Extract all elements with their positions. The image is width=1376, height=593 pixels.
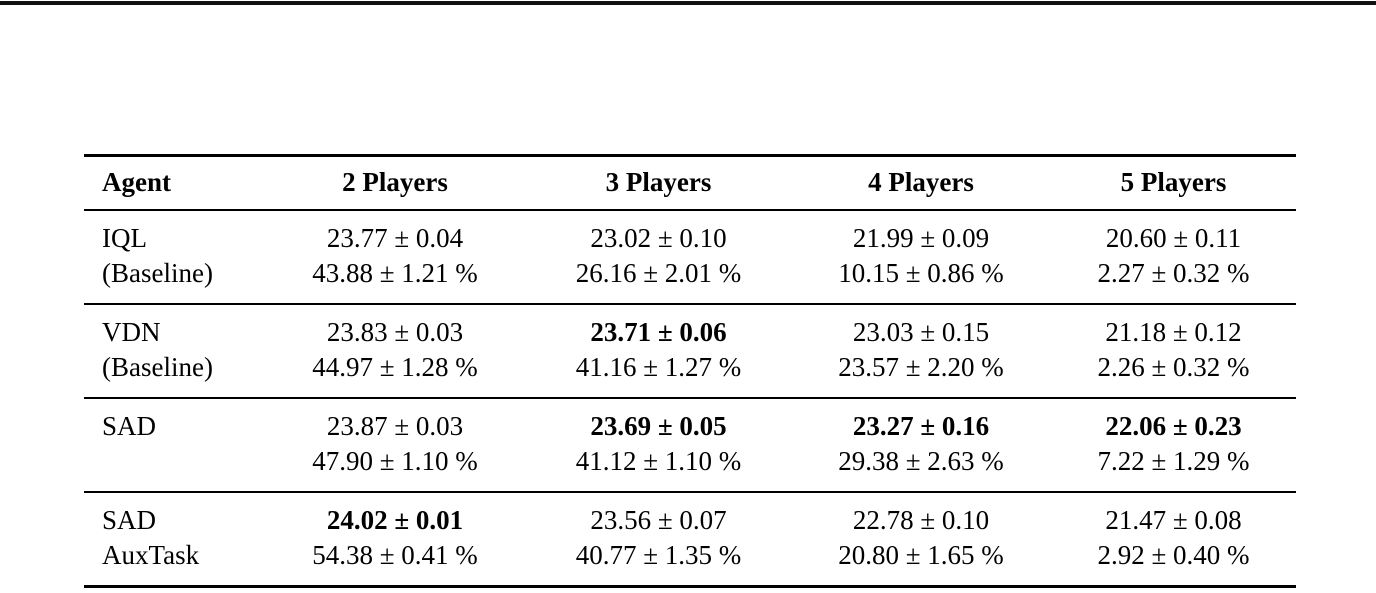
score-value: 20.60 ± 0.11 — [1105, 223, 1242, 253]
table-cell: 24.02 ± 0.01 54.38 ± 0.41 % — [264, 492, 526, 587]
score-value: 23.83 ± 0.03 — [326, 317, 464, 347]
score-value: 23.69 ± 0.05 — [590, 411, 727, 441]
agent-subtitle: (Baseline) — [102, 352, 213, 382]
percent-value: 47.90 ± 1.10 % — [312, 446, 478, 476]
agent-name: VDN — [102, 317, 161, 347]
table-cell: 23.27 ± 0.16 29.38 ± 2.63 % — [791, 398, 1051, 492]
agent-name: IQL — [102, 223, 147, 253]
column-header-5-players: 5 Players — [1120, 167, 1227, 197]
table-row-sad-auxtask: SAD AuxTask 24.02 ± 0.01 54.38 ± 0.41 % … — [84, 492, 1296, 587]
column-header-agent: Agent — [102, 167, 171, 197]
score-value: 24.02 ± 0.01 — [326, 505, 464, 535]
table-cell: 21.18 ± 0.12 2.26 ± 0.32 % — [1051, 304, 1296, 398]
percent-value: 10.15 ± 0.86 % — [838, 258, 1004, 288]
score-value: 23.02 ± 0.10 — [590, 223, 727, 253]
agent-subtitle: AuxTask — [102, 540, 200, 570]
score-value: 23.77 ± 0.04 — [326, 223, 464, 253]
percent-value: 54.38 ± 0.41 % — [312, 540, 478, 570]
table-cell: 21.47 ± 0.08 2.92 ± 0.40 % — [1051, 492, 1296, 587]
agent-subtitle: (Baseline) — [102, 258, 213, 288]
percent-value: 2.26 ± 0.32 % — [1097, 352, 1250, 382]
percent-value: 23.57 ± 2.20 % — [838, 352, 1004, 382]
percent-value: 41.16 ± 1.27 % — [575, 352, 742, 382]
score-value: 22.06 ± 0.23 — [1105, 411, 1242, 441]
table-cell: 23.03 ± 0.15 23.57 ± 2.20 % — [791, 304, 1051, 398]
score-value: 21.18 ± 0.12 — [1105, 317, 1242, 347]
table-cell: 23.83 ± 0.03 44.97 ± 1.28 % — [264, 304, 526, 398]
table-cell: 23.02 ± 0.10 26.16 ± 2.01 % — [526, 210, 791, 304]
score-value: 21.47 ± 0.08 — [1105, 505, 1242, 535]
percent-value: 44.97 ± 1.28 % — [312, 352, 478, 382]
table-cell: 21.99 ± 0.09 10.15 ± 0.86 % — [791, 210, 1051, 304]
percent-value: 2.27 ± 0.32 % — [1097, 258, 1250, 288]
table-cell: 23.71 ± 0.06 41.16 ± 1.27 % — [526, 304, 791, 398]
agent-cell: SAD — [84, 398, 264, 492]
score-value: 23.71 ± 0.06 — [590, 317, 727, 347]
table-cell: 23.77 ± 0.04 43.88 ± 1.21 % — [264, 210, 526, 304]
table-row-iql: IQL (Baseline) 23.77 ± 0.04 43.88 ± 1.21… — [84, 210, 1296, 304]
header-row: Agent 2 Players 3 Players 4 Players 5 Pl… — [84, 156, 1296, 210]
page-top-rule — [0, 1, 1376, 5]
percent-value: 20.80 ± 1.65 % — [838, 540, 1004, 570]
column-header-3-players: 3 Players — [605, 167, 712, 197]
table-cell: 22.78 ± 0.10 20.80 ± 1.65 % — [791, 492, 1051, 587]
percent-value: 40.77 ± 1.35 % — [575, 540, 742, 570]
percent-value: 26.16 ± 2.01 % — [575, 258, 742, 288]
percent-value: 43.88 ± 1.21 % — [312, 258, 478, 288]
table-cell: 20.60 ± 0.11 2.27 ± 0.32 % — [1051, 210, 1296, 304]
percent-value: 41.12 ± 1.10 % — [575, 446, 742, 476]
agent-cell: IQL (Baseline) — [84, 210, 264, 304]
agent-name: SAD — [102, 411, 157, 441]
agent-cell: VDN (Baseline) — [84, 304, 264, 398]
percent-value: 2.92 ± 0.40 % — [1097, 540, 1250, 570]
score-value: 23.87 ± 0.03 — [326, 411, 464, 441]
table-cell: 22.06 ± 0.23 7.22 ± 1.29 % — [1051, 398, 1296, 492]
score-value: 22.78 ± 0.10 — [852, 505, 990, 535]
score-value: 21.99 ± 0.09 — [852, 223, 990, 253]
column-header-2-players: 2 Players — [342, 167, 448, 197]
percent-value: 29.38 ± 2.63 % — [838, 446, 1004, 476]
table-cell: 23.87 ± 0.03 47.90 ± 1.10 % — [264, 398, 526, 492]
table-cell: 23.69 ± 0.05 41.12 ± 1.10 % — [526, 398, 791, 492]
table-row-vdn: VDN (Baseline) 23.83 ± 0.03 44.97 ± 1.28… — [84, 304, 1296, 398]
score-value: 23.27 ± 0.16 — [852, 411, 990, 441]
score-value: 23.03 ± 0.15 — [852, 317, 990, 347]
table-cell: 23.56 ± 0.07 40.77 ± 1.35 % — [526, 492, 791, 587]
table-row-sad: SAD 23.87 ± 0.03 47.90 ± 1.10 % 23.69 ± … — [84, 398, 1296, 492]
agent-name: SAD — [102, 505, 157, 535]
score-value: 23.56 ± 0.07 — [590, 505, 727, 535]
results-table: Agent 2 Players 3 Players 4 Players 5 Pl… — [84, 154, 1296, 588]
percent-value: 7.22 ± 1.29 % — [1097, 446, 1250, 476]
agent-cell: SAD AuxTask — [84, 492, 264, 587]
column-header-4-players: 4 Players — [868, 167, 974, 197]
